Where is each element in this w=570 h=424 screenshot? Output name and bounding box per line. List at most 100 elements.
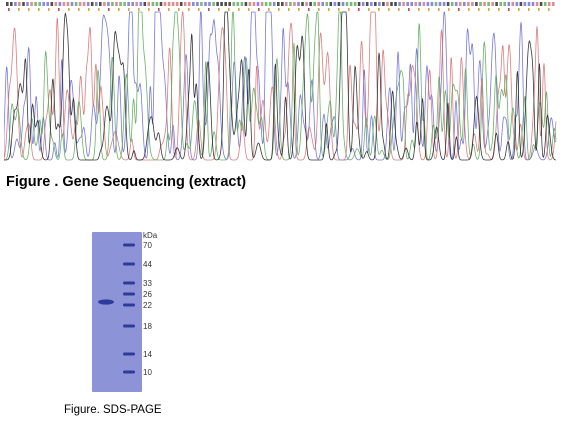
position-tick bbox=[538, 8, 540, 11]
gel-background bbox=[92, 232, 142, 392]
position-tick bbox=[318, 8, 320, 11]
position-tick bbox=[148, 8, 150, 11]
sequencing-chromatogram bbox=[4, 2, 557, 161]
chromatogram-traces bbox=[4, 10, 557, 161]
base-call-glyph bbox=[337, 2, 341, 6]
base-call-glyph bbox=[511, 2, 515, 6]
marker-band bbox=[123, 243, 135, 247]
base-call-glyph bbox=[499, 2, 502, 6]
marker-label: 70 bbox=[143, 241, 152, 250]
position-tick bbox=[268, 8, 270, 11]
position-tick bbox=[108, 8, 110, 11]
sequencing-figure-caption: Figure . Gene Sequencing (extract) bbox=[6, 174, 247, 190]
position-tick bbox=[458, 8, 460, 11]
base-call-glyph bbox=[30, 2, 33, 6]
base-call-glyph bbox=[374, 2, 377, 6]
position-tick bbox=[168, 8, 170, 11]
position-tick bbox=[68, 8, 70, 11]
position-tick bbox=[508, 8, 510, 11]
base-call-glyph bbox=[382, 2, 385, 6]
position-tick bbox=[278, 8, 280, 11]
base-call-glyph bbox=[18, 2, 21, 6]
base-call-glyph bbox=[272, 2, 276, 6]
base-call-glyph bbox=[378, 2, 381, 6]
base-call-glyph bbox=[349, 2, 353, 6]
base-call-glyph bbox=[467, 2, 470, 6]
position-tick bbox=[178, 8, 180, 11]
base-call-glyph bbox=[139, 2, 143, 6]
marker-label: 26 bbox=[143, 290, 152, 299]
base-call-glyph bbox=[252, 2, 256, 6]
base-call-glyph bbox=[333, 2, 337, 6]
base-call-glyph bbox=[487, 2, 490, 6]
base-call-glyph bbox=[503, 2, 506, 6]
base-call-glyph bbox=[135, 2, 138, 6]
marker-band bbox=[123, 303, 135, 307]
position-tick bbox=[468, 8, 470, 11]
trace-line bbox=[4, 11, 557, 161]
position-tick bbox=[518, 8, 520, 11]
position-tick-strip bbox=[8, 8, 550, 11]
base-call-glyph bbox=[131, 2, 134, 6]
base-call-glyph bbox=[99, 2, 102, 6]
base-call-glyph bbox=[171, 2, 175, 6]
position-tick bbox=[158, 8, 160, 11]
base-call-glyph bbox=[159, 2, 163, 6]
base-call-glyph bbox=[365, 2, 369, 6]
position-tick bbox=[218, 8, 220, 11]
position-tick bbox=[448, 8, 450, 11]
base-call-glyph bbox=[406, 2, 409, 6]
base-call-glyph bbox=[256, 2, 260, 6]
position-tick bbox=[418, 8, 420, 11]
base-call-glyph bbox=[463, 2, 466, 6]
base-call-glyph bbox=[95, 2, 98, 6]
marker-label: 22 bbox=[143, 301, 152, 310]
base-call-glyph bbox=[220, 2, 223, 6]
base-call-glyph bbox=[422, 2, 426, 6]
base-call-glyph bbox=[450, 2, 454, 6]
base-call-glyph bbox=[119, 2, 122, 6]
base-call-glyph bbox=[147, 2, 151, 6]
position-tick bbox=[548, 8, 550, 11]
position-tick bbox=[328, 8, 330, 11]
base-call-glyph bbox=[442, 2, 446, 6]
position-tick bbox=[48, 8, 50, 11]
marker-label: 18 bbox=[143, 322, 152, 331]
base-call-glyph bbox=[552, 2, 555, 6]
base-call-glyph bbox=[321, 2, 324, 6]
base-call-glyph bbox=[313, 2, 316, 6]
base-call-glyph bbox=[386, 2, 389, 6]
base-call-glyph bbox=[240, 2, 244, 6]
base-call-glyph bbox=[281, 2, 284, 6]
position-tick bbox=[78, 8, 80, 11]
position-tick bbox=[58, 8, 60, 11]
base-call-glyph bbox=[192, 2, 195, 6]
base-call-glyph bbox=[515, 2, 519, 6]
base-call-glyph bbox=[434, 2, 438, 6]
base-call-glyph bbox=[34, 2, 37, 6]
base-call-glyph bbox=[285, 2, 288, 6]
position-tick bbox=[408, 8, 410, 11]
position-tick bbox=[8, 8, 10, 11]
base-call-glyph bbox=[426, 2, 430, 6]
base-call-glyph bbox=[454, 2, 458, 6]
base-call-glyph bbox=[232, 2, 236, 6]
base-call-glyph bbox=[46, 2, 49, 6]
position-tick bbox=[428, 8, 430, 11]
base-call-glyph bbox=[301, 2, 304, 6]
marker-label: 44 bbox=[143, 260, 152, 269]
base-call-glyph bbox=[519, 2, 523, 6]
base-call-glyph bbox=[115, 2, 118, 6]
base-call-glyph bbox=[212, 2, 215, 6]
base-call-glyph bbox=[475, 2, 478, 6]
base-call-glyph bbox=[410, 2, 413, 6]
base-call-glyph bbox=[196, 2, 199, 6]
base-call-glyph bbox=[394, 2, 397, 6]
base-call-glyph bbox=[414, 2, 418, 6]
base-call-glyph bbox=[390, 2, 393, 6]
position-tick bbox=[28, 8, 30, 11]
base-call-glyph bbox=[167, 2, 171, 6]
base-call-glyph bbox=[244, 2, 248, 6]
position-tick bbox=[298, 8, 300, 11]
base-call-glyph bbox=[471, 2, 474, 6]
